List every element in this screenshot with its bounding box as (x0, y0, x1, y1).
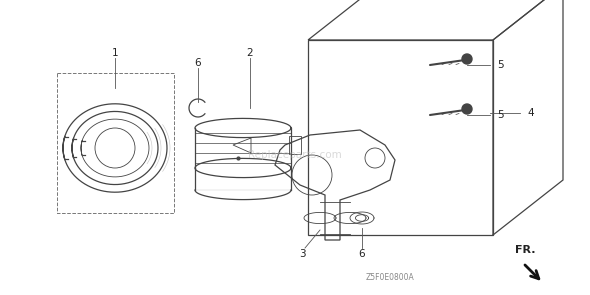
Text: FR.: FR. (515, 245, 536, 255)
Text: 5: 5 (497, 110, 504, 120)
Text: 6: 6 (195, 58, 201, 68)
Circle shape (462, 104, 472, 114)
Text: 6: 6 (359, 249, 365, 259)
Text: Z5F0E0800A: Z5F0E0800A (366, 273, 414, 283)
Circle shape (462, 54, 472, 64)
Text: 5: 5 (497, 60, 504, 70)
Bar (57, 73, 174, 213)
Text: 3: 3 (299, 249, 305, 259)
Text: 1: 1 (112, 48, 119, 58)
Text: 4: 4 (527, 108, 533, 118)
Bar (289, 136, 301, 154)
Text: Replaceparts.com: Replaceparts.com (248, 150, 342, 160)
Text: 2: 2 (247, 48, 253, 58)
